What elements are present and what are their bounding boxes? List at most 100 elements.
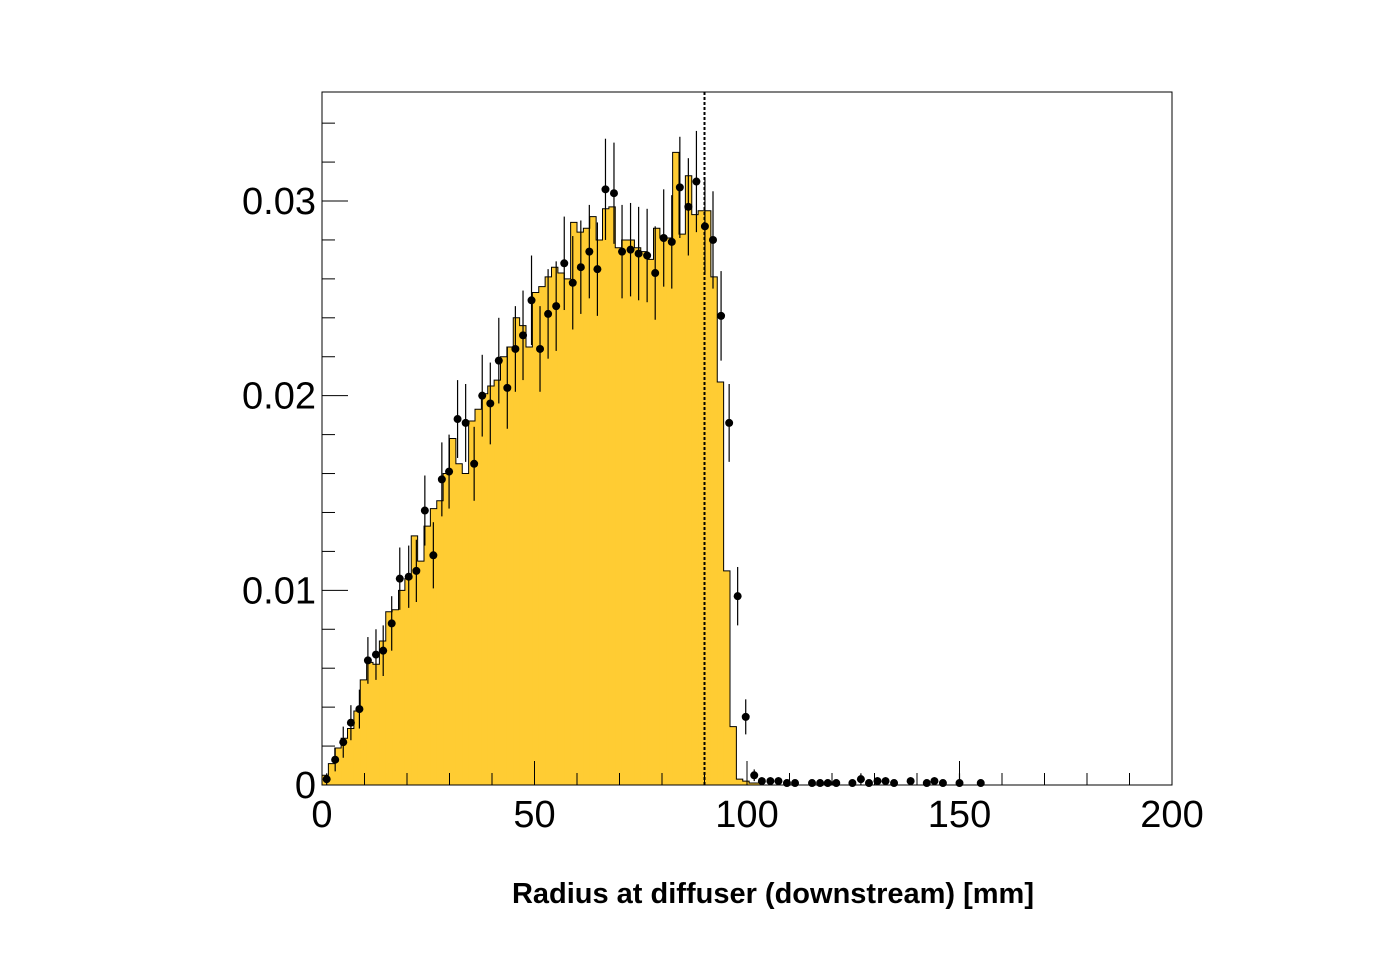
data-point bbox=[346, 718, 355, 727]
data-point bbox=[741, 712, 750, 721]
data-point bbox=[626, 245, 635, 254]
data-point bbox=[684, 202, 693, 211]
histogram-bin bbox=[749, 783, 756, 785]
data-point bbox=[700, 222, 709, 231]
y-tick-label: 0.01 bbox=[242, 570, 316, 612]
histogram-bin bbox=[379, 640, 387, 785]
histogram-bin bbox=[468, 420, 476, 785]
histogram-bin bbox=[417, 561, 425, 785]
data-point bbox=[848, 779, 857, 788]
data-point bbox=[873, 777, 882, 786]
data-point bbox=[618, 247, 627, 256]
data-point bbox=[634, 249, 643, 258]
histogram-bin bbox=[570, 222, 578, 785]
histogram-bin bbox=[640, 251, 648, 785]
histogram-bin bbox=[608, 206, 616, 785]
histogram-bin bbox=[328, 763, 336, 785]
data-point bbox=[395, 574, 404, 583]
y-tick-label: 0.03 bbox=[242, 181, 316, 223]
histogram-bin bbox=[506, 347, 514, 785]
histogram-bin bbox=[755, 783, 763, 785]
histogram-bin bbox=[494, 380, 501, 785]
data-point bbox=[922, 779, 931, 788]
data-point bbox=[733, 592, 742, 601]
data-point bbox=[659, 233, 668, 242]
histogram-bin bbox=[443, 473, 450, 785]
histogram-bin bbox=[385, 611, 393, 785]
x-axis-ticks: 0 50 100 150 200 bbox=[311, 761, 1204, 836]
histogram-bin bbox=[704, 210, 712, 785]
histogram-bin bbox=[742, 781, 750, 785]
data-point bbox=[692, 177, 701, 186]
histogram-bin bbox=[723, 570, 731, 785]
histogram-bin bbox=[596, 239, 603, 785]
histogram-bin bbox=[526, 347, 533, 785]
histogram-bin bbox=[366, 662, 374, 785]
histogram-bin bbox=[710, 276, 718, 785]
data-point bbox=[322, 775, 331, 784]
data-point bbox=[470, 459, 479, 468]
data-point bbox=[437, 475, 446, 484]
data-point bbox=[881, 777, 890, 786]
data-point bbox=[527, 296, 536, 305]
histogram-bin bbox=[449, 438, 457, 785]
data-point bbox=[667, 237, 676, 246]
data-point bbox=[709, 235, 717, 244]
histogram-bin bbox=[519, 325, 527, 785]
histogram-bin bbox=[538, 286, 546, 785]
histogram-bin bbox=[577, 232, 584, 786]
y-axis-ticks: 0 0.01 0.02 0.03 bbox=[242, 122, 348, 807]
histogram-bin bbox=[564, 278, 572, 785]
data-point bbox=[478, 391, 487, 400]
histogram-bin bbox=[602, 208, 610, 786]
data-point bbox=[757, 777, 766, 786]
histogram-bin bbox=[557, 273, 565, 785]
data-point bbox=[412, 566, 421, 575]
y-tick-label: 0.02 bbox=[242, 376, 316, 418]
data-point bbox=[429, 551, 438, 560]
histogram-bin bbox=[653, 228, 661, 785]
histogram-bin bbox=[487, 385, 495, 785]
histogram-bin bbox=[589, 216, 597, 785]
histogram-bin bbox=[475, 409, 482, 785]
y-tick-label: 0 bbox=[295, 765, 316, 807]
data-point bbox=[593, 265, 602, 274]
data-point bbox=[379, 646, 388, 655]
data-point bbox=[461, 418, 470, 427]
data-point bbox=[363, 656, 372, 665]
data-point bbox=[890, 779, 899, 788]
histogram-bin bbox=[513, 317, 521, 785]
histogram-bin bbox=[730, 726, 737, 785]
data-point bbox=[791, 779, 800, 788]
x-tick-label: 100 bbox=[715, 794, 778, 836]
data-point bbox=[511, 344, 520, 353]
data-point bbox=[576, 263, 585, 272]
data-point bbox=[560, 259, 569, 268]
data-point bbox=[355, 705, 364, 714]
histogram-bin bbox=[462, 473, 470, 785]
data-point bbox=[717, 311, 726, 320]
histogram-bin bbox=[717, 382, 725, 785]
histogram-bin bbox=[398, 590, 406, 785]
histogram-bin bbox=[404, 578, 412, 785]
histogram-bin bbox=[647, 259, 654, 785]
data-point bbox=[445, 467, 454, 476]
data-point bbox=[339, 738, 348, 747]
histogram-bin bbox=[347, 728, 355, 785]
data-point bbox=[976, 779, 985, 788]
data-point bbox=[371, 650, 380, 659]
data-point bbox=[503, 383, 512, 392]
histogram-bin bbox=[615, 247, 623, 785]
data-point bbox=[856, 775, 865, 784]
histogram-bin bbox=[634, 247, 642, 785]
histogram-bin bbox=[628, 239, 635, 785]
data-point bbox=[544, 309, 553, 318]
data-point bbox=[601, 185, 610, 194]
histogram-bin bbox=[360, 679, 368, 785]
histogram-bin bbox=[353, 711, 361, 785]
data-point bbox=[494, 356, 503, 365]
data-point bbox=[816, 779, 825, 788]
histogram-bin bbox=[411, 535, 419, 785]
data-point bbox=[536, 344, 545, 353]
